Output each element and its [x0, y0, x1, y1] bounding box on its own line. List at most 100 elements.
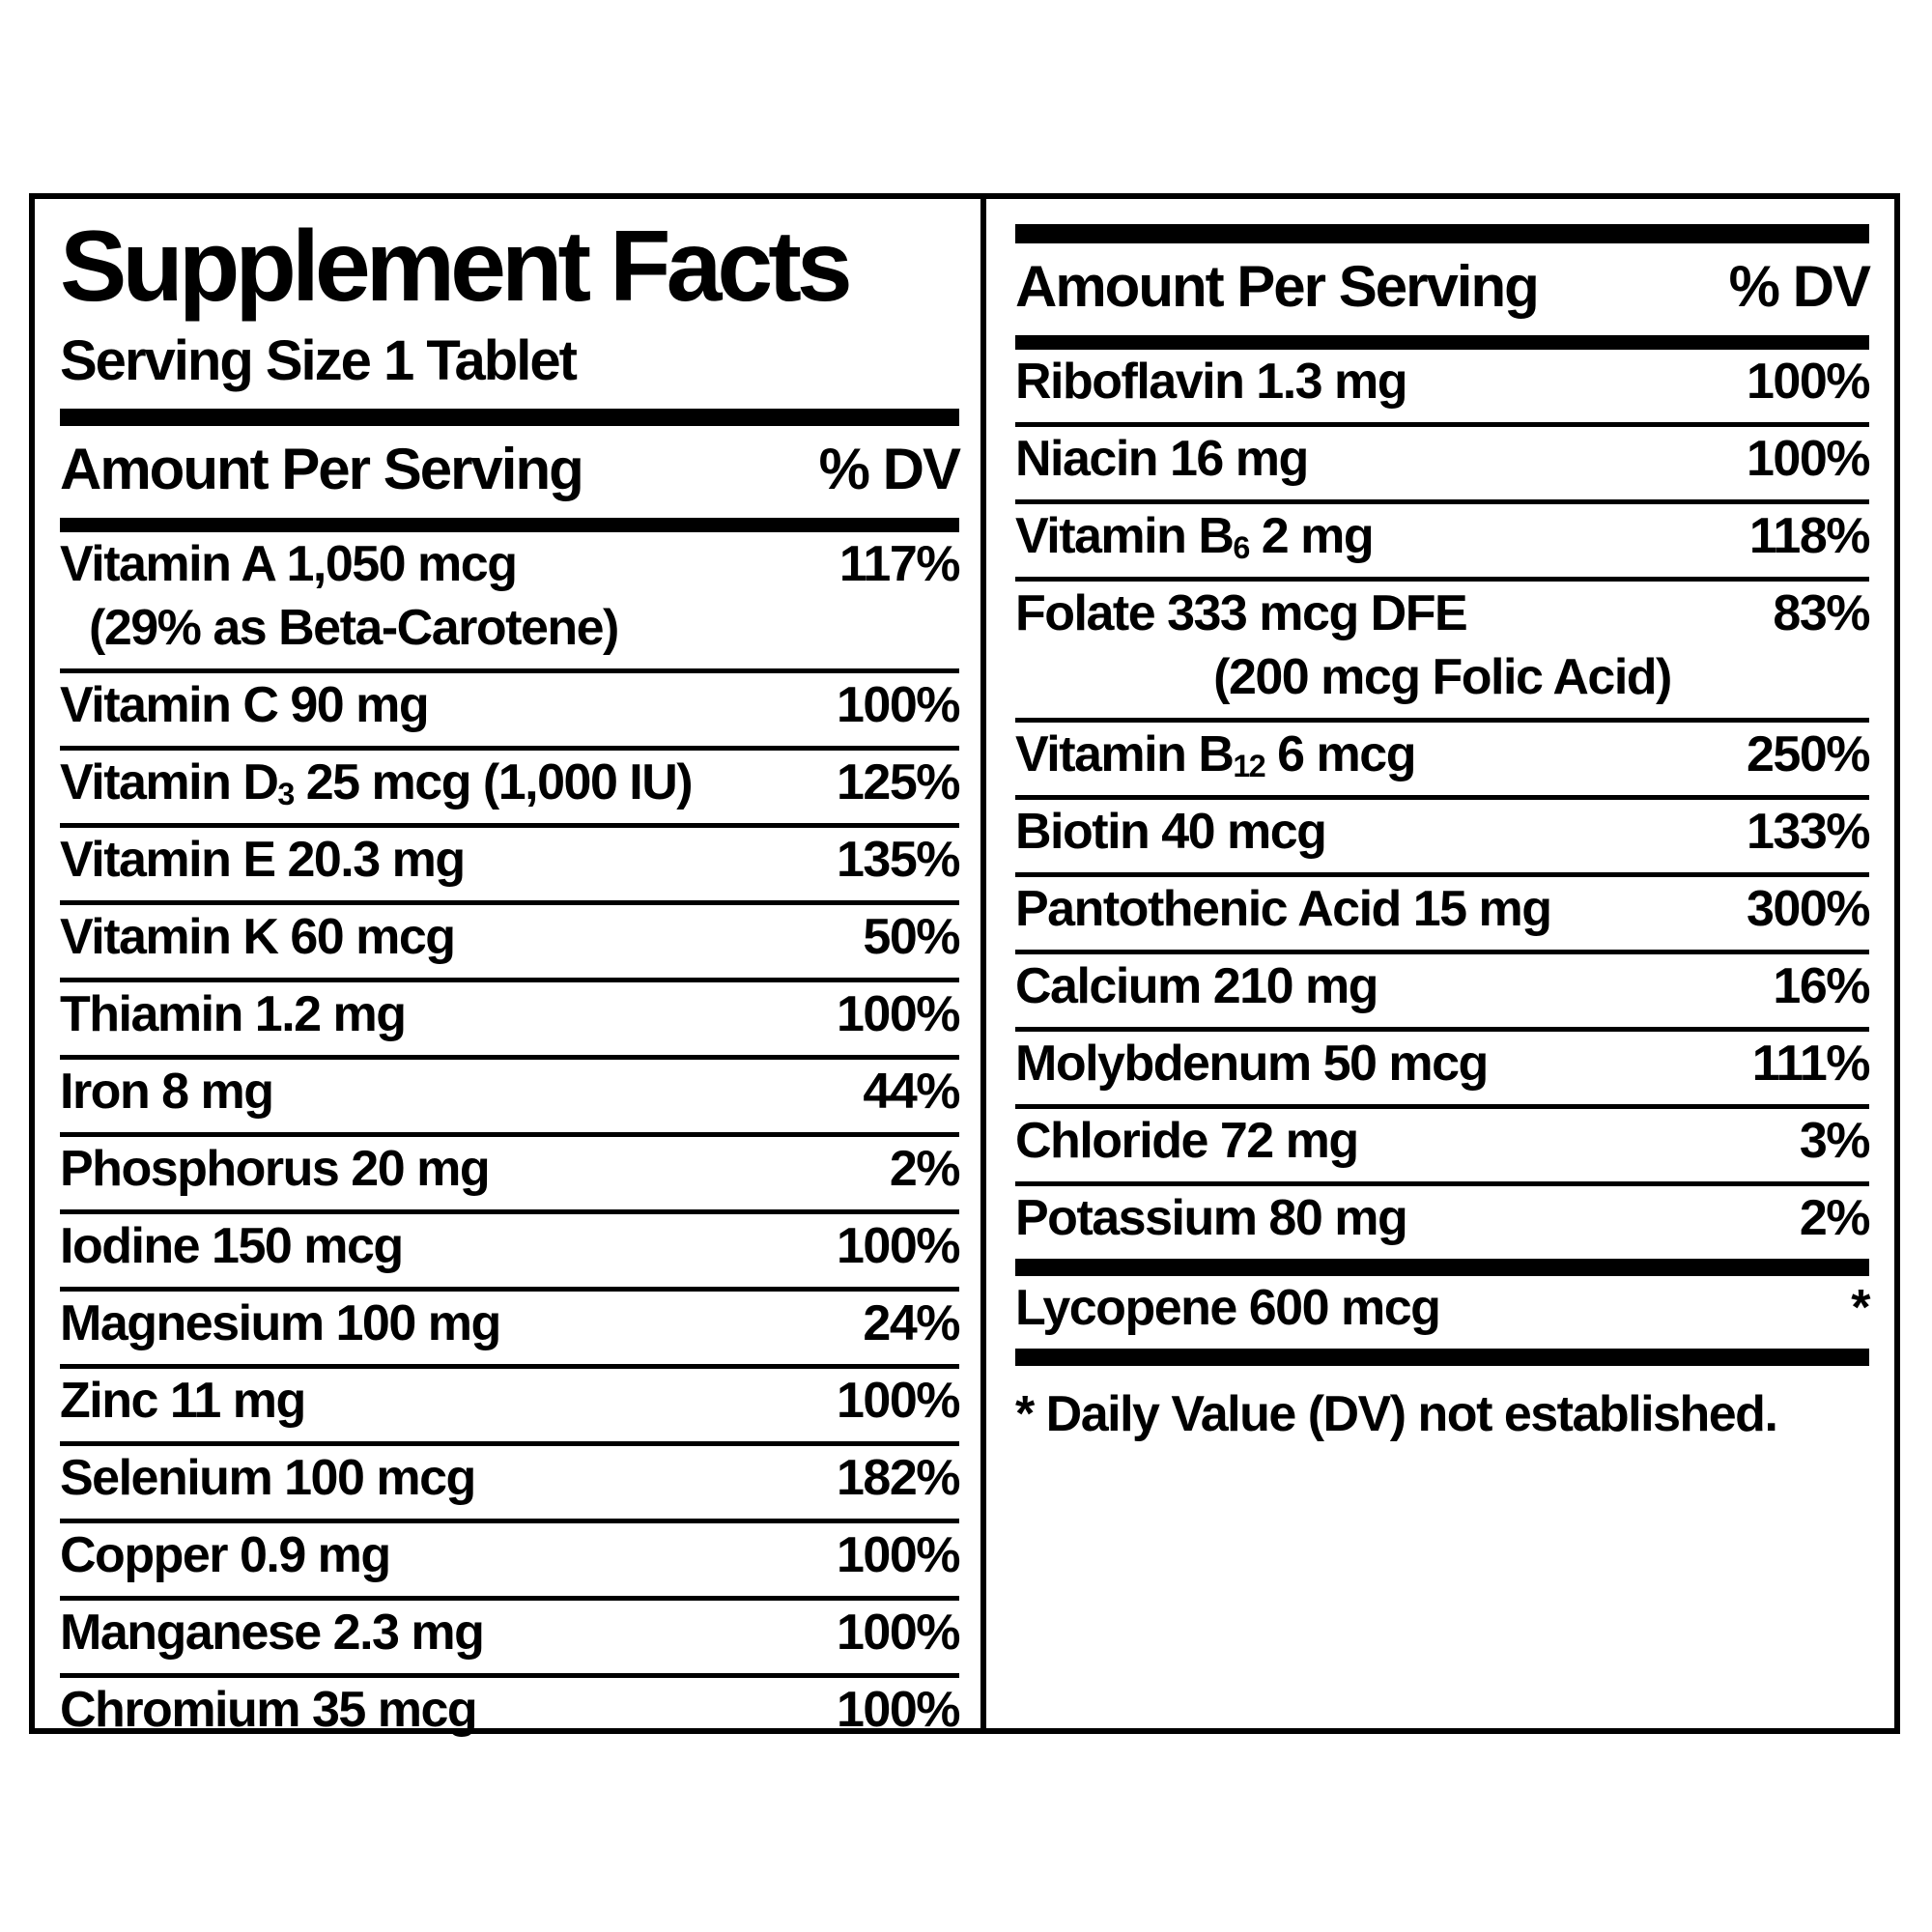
nutrient-dv-value: 50% [863, 909, 960, 965]
nutrient-name: Vitamin D3 25 mcg (1,000 IU) [60, 754, 694, 812]
nutrient-dv-value: 2% [1799, 1190, 1871, 1246]
nutrient-name: Vitamin B6 2 mg [1015, 508, 1375, 566]
table-row: Magnesium 100 mg 24% [60, 1292, 960, 1369]
nutrient-dv-value: 44% [863, 1064, 960, 1120]
nutrient-name: Manganese 2.3 mg [60, 1605, 485, 1661]
column-header-left: Amount Per Serving % DV [60, 426, 961, 518]
nutrient-name: Calcium 210 mg [1015, 958, 1378, 1014]
nutrient-dv-value: 100% [1747, 354, 1871, 410]
table-row: Vitamin D3 25 mcg (1,000 IU) 125% [60, 751, 961, 828]
column-header-right: Amount Per Serving % DV [1015, 243, 1871, 335]
table-row: Folate 333 mcg DFE 83% (200 mcg Folic Acid… [1015, 582, 1870, 723]
nutrient-dv-value: 100% [837, 1682, 961, 1738]
nutrient-dv-value: 111% [1751, 1036, 1871, 1092]
page-title: Supplement Facts [60, 211, 853, 323]
nutrient-subline: (29% as Beta-Carotene) [89, 600, 619, 656]
nutrient-name: Niacin 16 mg [1015, 431, 1309, 487]
table-row: Pantothenic Acid 15 mg 300% [1015, 877, 1871, 954]
table-row: Vitamin E 20.3 mg 135% [60, 828, 961, 905]
table-row: Iodine 150 mcg 100% [60, 1214, 961, 1292]
nutrient-name: Vitamin B12 6 mcg [1015, 726, 1416, 784]
nutrient-name: Zinc 11 mg [60, 1373, 306, 1429]
table-row: Vitamin C 90 mg 100% [60, 673, 961, 751]
nutrient-dv-value: 250% [1747, 726, 1871, 782]
nutrient-dv-value: 125% [837, 754, 961, 810]
divider-bar [1015, 1259, 1869, 1276]
amount-per-serving-header: Amount Per Serving [1015, 254, 1540, 319]
table-row: Molybdenum 50 mcg 111% [1015, 1032, 1871, 1109]
other-ingredient-table: Lycopene 600 mcg * [1015, 1276, 1870, 1349]
nutrient-dv-value: 133% [1747, 804, 1871, 860]
nutrient-dv-value: 100% [1747, 431, 1871, 487]
amount-per-serving-header: Amount Per Serving [60, 437, 584, 501]
nutrient-dv-value: 83% [1773, 585, 1870, 641]
nutrient-dv-value: 100% [837, 1373, 961, 1429]
table-row: Lycopene 600 mcg * [1015, 1276, 1870, 1349]
nutrient-name: Iodine 150 mcg [60, 1218, 404, 1274]
nutrient-dv-value: 100% [837, 1527, 961, 1583]
table-row: Zinc 11 mg 100% [60, 1369, 961, 1446]
nutrient-dv-value: 100% [837, 1218, 961, 1274]
nutrient-name: Vitamin E 20.3 mg [60, 832, 466, 888]
divider-bar [1015, 224, 1869, 243]
dv-footnote: * Daily Value (DV) not established. [1015, 1386, 1778, 1442]
table-row: Calcium 210 mg 16% [1015, 954, 1870, 1032]
nutrient-name: Magnesium 100 mg [60, 1295, 501, 1351]
nutrient-name: Lycopene 600 mcg [1015, 1280, 1441, 1336]
table-row: Thiamin 1.2 mg 100% [60, 982, 961, 1060]
nutrient-name: Folate 333 mcg DFE [1015, 585, 1468, 641]
nutrient-name: Chromium 35 mcg [60, 1682, 478, 1738]
nutrient-dv-value: 118% [1748, 508, 1871, 564]
divider-bar [1015, 1349, 1869, 1366]
supplement-facts-label: Supplement Facts Serving Size 1 Tablet A… [29, 193, 1900, 1735]
percent-dv-header: % DV [1728, 254, 1871, 319]
nutrient-dv-value: 300% [1747, 881, 1871, 937]
table-row: Potassium 80 mg 2% [1015, 1186, 1871, 1259]
nutrient-subline: (200 mcg Folic Acid) [1213, 649, 1672, 705]
table-row: Iron 8 mg 44% [60, 1060, 960, 1137]
nutrient-dv-value: 16% [1773, 958, 1870, 1014]
table-row: Chromium 35 mcg 100% [60, 1678, 961, 1750]
table-row: Copper 0.9 mg 100% [60, 1523, 961, 1601]
nutrient-name: Vitamin C 90 mg [60, 677, 430, 733]
table-row: Vitamin A 1,050 mcg 117% (29% as Beta-Caro… [60, 532, 961, 673]
table-row: Chloride 72 mg 3% [1015, 1109, 1871, 1186]
nutrient-dv-value: 3% [1799, 1113, 1871, 1169]
nutrient-name: Selenium 100 mcg [60, 1450, 476, 1506]
nutrient-dv-value: 24% [863, 1295, 960, 1351]
divider-bar [60, 518, 959, 532]
nutrient-name: Chloride 72 mg [1015, 1113, 1359, 1169]
nutrient-dv-value: 117% [838, 536, 961, 592]
right-nutrient-table: Riboflavin 1.3 mg 100% Niacin 16 mg 100% Vit… [1015, 350, 1871, 1259]
right-panel: Amount Per Serving % DV Riboflavin 1.3 m… [986, 199, 1894, 1728]
serving-size-text: Serving Size 1 Tablet [60, 329, 578, 392]
nutrient-name: Vitamin A 1,050 mcg [60, 536, 518, 592]
nutrient-name: Vitamin K 60 mcg [60, 909, 456, 965]
divider-bar [1015, 335, 1869, 350]
nutrient-dv-value: 2% [889, 1141, 961, 1197]
nutrient-name: Iron 8 mg [60, 1064, 274, 1120]
nutrient-name: Potassium 80 mg [1015, 1190, 1408, 1246]
nutrient-dv-value: 100% [837, 986, 961, 1042]
nutrient-dv-value: 182% [837, 1450, 961, 1506]
nutrient-name: Phosphorus 20 mg [60, 1141, 491, 1197]
percent-dv-header: % DV [818, 437, 961, 501]
table-row: Selenium 100 mcg 182% [60, 1446, 961, 1523]
table-row: Niacin 16 mg 100% [1015, 427, 1871, 504]
nutrient-name: Copper 0.9 mg [60, 1527, 391, 1583]
nutrient-name: Molybdenum 50 mcg [1015, 1036, 1489, 1092]
table-row: Vitamin K 60 mcg 50% [60, 905, 960, 982]
nutrient-name: Pantothenic Acid 15 mg [1015, 881, 1552, 937]
nutrient-dv-value: 100% [837, 1605, 961, 1661]
divider-bar [60, 409, 959, 426]
left-nutrient-table: Vitamin A 1,050 mcg 117% (29% as Beta-Caro… [60, 532, 961, 1750]
table-row: Vitamin B12 6 mcg 250% [1015, 723, 1871, 800]
table-row: Manganese 2.3 mg 100% [60, 1601, 961, 1678]
table-row: Biotin 40 mcg 133% [1015, 800, 1871, 877]
nutrient-name: Thiamin 1.2 mg [60, 986, 407, 1042]
nutrient-dv-value: * [1851, 1280, 1870, 1336]
nutrient-dv-value: 100% [837, 677, 961, 733]
left-panel: Supplement Facts Serving Size 1 Tablet A… [35, 199, 986, 1735]
table-row: Vitamin B6 2 mg 118% [1015, 504, 1871, 582]
table-row: Phosphorus 20 mg 2% [60, 1137, 961, 1214]
